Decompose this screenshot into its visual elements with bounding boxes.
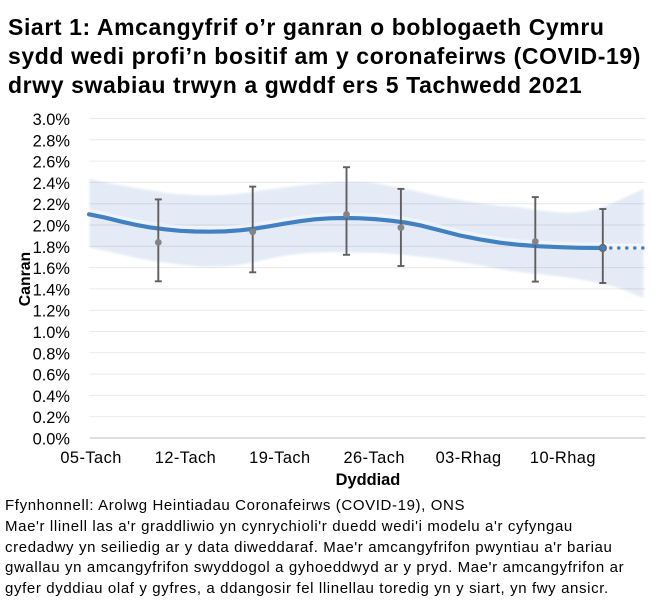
svg-text:19-Tach: 19-Tach: [249, 449, 310, 467]
svg-text:0.6%: 0.6%: [33, 367, 70, 385]
svg-text:2.6%: 2.6%: [33, 154, 70, 172]
svg-text:1.4%: 1.4%: [33, 281, 70, 299]
svg-text:1.0%: 1.0%: [33, 324, 70, 342]
svg-text:2.4%: 2.4%: [33, 175, 70, 193]
svg-text:10-Rhag: 10-Rhag: [530, 449, 596, 467]
svg-text:2.2%: 2.2%: [33, 196, 70, 214]
svg-text:1.8%: 1.8%: [33, 239, 70, 257]
svg-text:05-Tach: 05-Tach: [60, 449, 121, 467]
svg-text:1.6%: 1.6%: [33, 260, 70, 278]
svg-text:0.8%: 0.8%: [33, 345, 70, 363]
svg-text:0.2%: 0.2%: [33, 409, 70, 427]
svg-text:03-Rhag: 03-Rhag: [436, 449, 502, 467]
svg-text:Dyddiad: Dyddiad: [336, 471, 401, 489]
svg-text:12-Tach: 12-Tach: [155, 449, 216, 467]
svg-text:0.4%: 0.4%: [33, 388, 70, 406]
svg-text:1.2%: 1.2%: [33, 303, 70, 321]
svg-text:26-Tach: 26-Tach: [343, 449, 404, 467]
svg-text:2.0%: 2.0%: [33, 218, 70, 236]
svg-text:2.8%: 2.8%: [33, 132, 70, 150]
svg-text:3.0%: 3.0%: [33, 111, 70, 129]
svg-text:Canran: Canran: [17, 252, 34, 306]
svg-text:0.0%: 0.0%: [33, 431, 70, 449]
